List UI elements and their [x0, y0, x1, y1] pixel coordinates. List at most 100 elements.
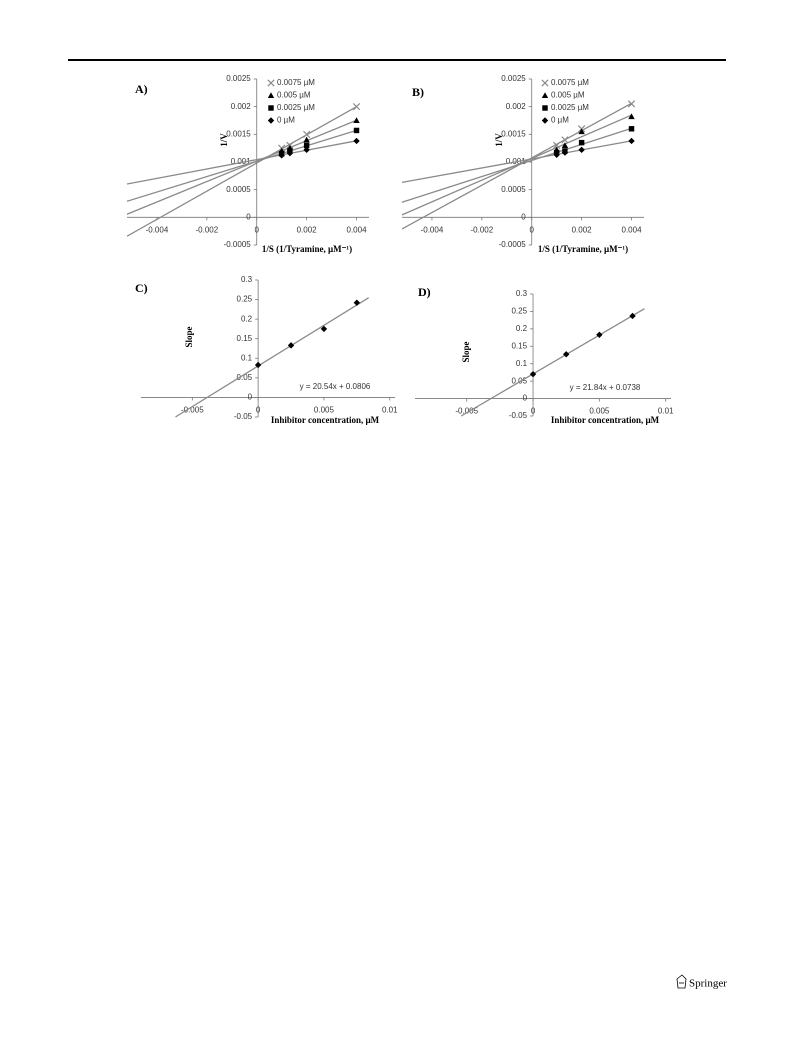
y-tick-label: 0.002 — [231, 102, 252, 111]
marker-diamond — [596, 331, 603, 338]
cross-stroke — [561, 136, 569, 144]
cross-stroke — [553, 141, 561, 150]
x-tick-label: 0.002 — [572, 225, 593, 234]
y-tick-label: 0.002 — [506, 102, 527, 111]
y-tick-label: -0.05 — [509, 411, 528, 420]
marker-square — [542, 105, 548, 111]
marker-triangle — [561, 142, 569, 148]
y-tick-label: 0 — [248, 393, 253, 402]
trendline — [401, 140, 632, 184]
x-tick-label: 0.01 — [382, 406, 398, 415]
marker-diamond — [561, 149, 569, 156]
marker-diamond — [287, 342, 295, 349]
equation: y = 21.84x + 0.0738 — [570, 383, 641, 392]
marker-diamond — [320, 325, 328, 333]
y-tick-label: 0.0005 — [226, 185, 251, 194]
cross-stroke — [267, 79, 275, 87]
trendline — [126, 140, 357, 185]
trendline — [126, 119, 357, 215]
y-tick-label: -0.0005 — [224, 240, 252, 249]
legend-label: 0.0075 µM — [277, 78, 315, 87]
springer-logo — [676, 974, 687, 989]
trendline — [175, 297, 370, 418]
legend-label: 0.0025 µM — [277, 103, 315, 112]
trendline — [460, 308, 645, 417]
cross-stroke — [303, 130, 311, 138]
x-axis-title: Inhibitor concentration, µM — [271, 415, 380, 425]
y-tick-label: 0.0025 — [501, 74, 526, 83]
marker-triangle — [303, 136, 310, 143]
trendline — [126, 129, 357, 202]
panel-label: A) — [135, 82, 148, 96]
marker-triangle — [578, 128, 585, 135]
y-tick-label: 0.15 — [511, 341, 527, 350]
y-tick-label: 0.001 — [231, 157, 252, 166]
marker-diamond — [267, 117, 275, 124]
x-tick-label: -0.004 — [146, 225, 169, 234]
x-tick-label: -0.005 — [181, 406, 204, 415]
trendline — [401, 102, 632, 230]
y-tick-label: 0.0025 — [226, 74, 251, 83]
y-tick-label: 0.3 — [241, 275, 253, 284]
panel-label: D) — [418, 285, 431, 299]
marker-diamond — [529, 370, 537, 378]
legend-label: 0.0025 µM — [551, 103, 589, 112]
x-tick-label: 0.004 — [347, 225, 368, 234]
y-tick-label: 0.05 — [511, 376, 527, 385]
marker-square — [628, 126, 635, 132]
cross-stroke — [627, 100, 636, 108]
marker-triangle — [267, 92, 275, 99]
x-tick-label: 0 — [530, 225, 535, 234]
y-tick-label: 0.1 — [516, 359, 528, 368]
panel-label: B) — [412, 85, 424, 99]
marker-cross — [561, 136, 569, 144]
y-tick-label: 0.3 — [516, 289, 528, 298]
chart: -0.000500.00050.0010.00150.0020.0025-0.0… — [401, 74, 644, 254]
trendline — [126, 106, 357, 237]
cross-stroke — [352, 103, 361, 111]
marker-square — [578, 139, 585, 146]
marker-square — [268, 105, 274, 111]
legend-label: 0 µM — [551, 116, 569, 125]
x-tick-label: 0.01 — [658, 407, 674, 416]
y-tick-label: 0 — [521, 212, 526, 221]
marker-cross — [267, 79, 275, 87]
marker-diamond — [553, 151, 560, 159]
marker-diamond — [628, 137, 635, 145]
marker-diamond — [563, 351, 570, 358]
marker-cross — [627, 100, 636, 108]
y-tick-label: 0.2 — [241, 314, 253, 323]
y-tick-label: 0.0015 — [501, 129, 526, 138]
y-tick-label: 0.25 — [511, 307, 527, 316]
x-tick-label: -0.005 — [455, 407, 478, 416]
marker-diamond — [353, 137, 360, 145]
marker-triangle — [353, 117, 360, 124]
marker-diamond — [286, 149, 294, 157]
y-tick-label: 0.05 — [237, 373, 253, 382]
legend-label: 0.005 µM — [277, 91, 311, 100]
legend-label: 0.005 µM — [551, 91, 585, 100]
x-tick-label: 0.004 — [622, 225, 643, 234]
x-tick-label: -0.002 — [195, 225, 218, 234]
legend-label: 0.0075 µM — [551, 78, 589, 87]
trendline — [401, 127, 632, 203]
x-tick-label: 0.005 — [589, 407, 610, 416]
marker-diamond — [353, 299, 361, 306]
y-tick-label: 0.1 — [241, 353, 253, 362]
marker-square — [353, 127, 360, 134]
x-tick-label: 0.002 — [297, 225, 318, 234]
x-axis-title: Inhibitor concentration, µM — [551, 415, 660, 425]
publisher: Springer — [689, 978, 727, 990]
marker-triangle — [628, 113, 635, 120]
marker-diamond — [578, 146, 585, 154]
y-axis-title: Slope — [184, 326, 194, 347]
marker-cross — [352, 103, 361, 111]
legend-label: 0 µM — [277, 116, 295, 125]
x-tick-label: -0.004 — [421, 225, 444, 234]
marker-triangle — [541, 92, 549, 99]
equation: y = 20.54x + 0.0806 — [300, 382, 371, 391]
x-tick-label: -0.002 — [470, 225, 493, 234]
y-tick-label: 0.15 — [237, 334, 253, 343]
